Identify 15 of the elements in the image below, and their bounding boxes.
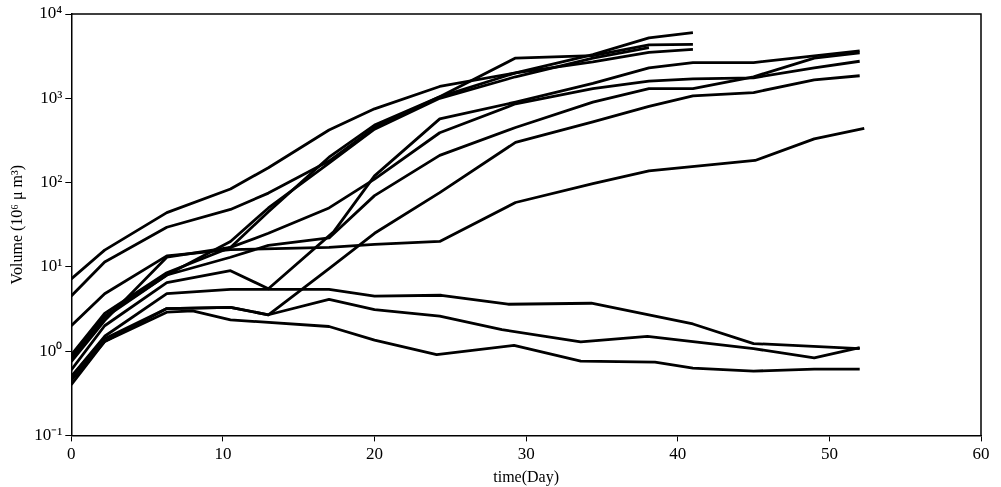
- y-tick-label: 10²: [40, 172, 63, 192]
- y-tick-label: 10⁻¹: [34, 424, 63, 444]
- y-tick-label: 10⁰: [39, 340, 63, 360]
- x-tick-label: 20: [366, 444, 384, 464]
- x-tick-label: 30: [517, 444, 535, 464]
- x-axis-title: time(Day): [493, 467, 560, 486]
- x-tick-label: 0: [67, 444, 76, 464]
- x-tick-label: 40: [669, 444, 687, 464]
- x-tick-label: 50: [820, 444, 838, 464]
- y-tick-label: 10⁴: [39, 3, 63, 23]
- y-tick-label: 10³: [40, 87, 63, 107]
- x-tick-label: 60: [972, 444, 990, 464]
- x-tick-label: 10: [214, 444, 232, 464]
- y-axis-title: Volume (10⁶ μ m³): [7, 164, 26, 285]
- y-tick-label: 10¹: [40, 256, 63, 276]
